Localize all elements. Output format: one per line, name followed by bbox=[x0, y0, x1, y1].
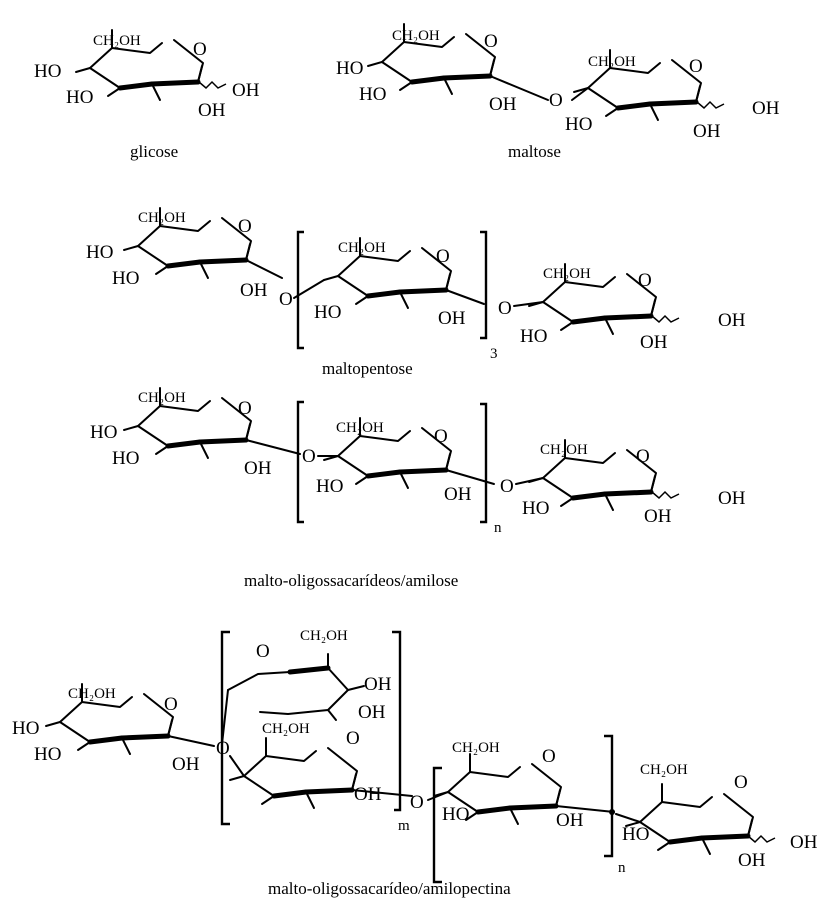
hydroxyl-label: OH bbox=[718, 488, 746, 509]
ch2oh-label: CH₂OH bbox=[93, 33, 141, 49]
glycosidic-oxygen-label: O bbox=[500, 476, 514, 497]
hydroxyl-label: HO bbox=[314, 302, 341, 323]
ring-oxygen-label: O bbox=[689, 56, 703, 77]
glycosidic-oxygen-label: O bbox=[549, 90, 563, 111]
caption-amylose: malto-oligossacarídeos/amilose bbox=[244, 571, 458, 590]
repeat-subscript: m bbox=[398, 818, 410, 834]
hydroxyl-label: OH bbox=[232, 80, 260, 101]
repeat-subscript: n bbox=[494, 520, 502, 536]
hydroxyl-label: OH bbox=[240, 280, 268, 301]
glycosidic-oxygen-label: O bbox=[302, 446, 316, 467]
caption-amylopectin: malto-oligossacarídeo/amilopectina bbox=[268, 879, 511, 898]
ch2oh-label: CH₂OH bbox=[336, 420, 384, 436]
ch2oh-label: CH₂OH bbox=[138, 390, 186, 406]
ring-oxygen-label: O bbox=[542, 746, 556, 767]
hydroxyl-label: OH bbox=[364, 674, 392, 695]
hydroxyl-label: HO bbox=[12, 718, 39, 739]
hydroxyl-label: HO bbox=[34, 744, 61, 765]
ring-oxygen-label: O bbox=[346, 728, 360, 749]
repeat-bracket-right bbox=[480, 402, 488, 524]
ring-oxygen-label: O bbox=[238, 216, 252, 237]
hydroxyl-label: OH bbox=[738, 850, 766, 871]
hydroxyl-label: OH bbox=[444, 484, 472, 505]
ring-oxygen-label: O bbox=[256, 641, 270, 662]
hydroxyl-label: HO bbox=[565, 114, 592, 135]
repeat-subscript: n bbox=[618, 860, 626, 876]
hydroxyl-label: OH bbox=[358, 702, 386, 723]
amylose-structure: CH₂OH O HO HO OH O CH₂OH O HO OH n O CH₂… bbox=[90, 388, 746, 590]
glycosidic-oxygen-label: O bbox=[279, 289, 293, 310]
glycosidic-oxygen-dot bbox=[609, 809, 615, 815]
hydroxyl-label: HO bbox=[112, 448, 139, 469]
repeat-bracket-left bbox=[432, 766, 442, 884]
ring-oxygen-label: O bbox=[436, 246, 450, 267]
ring-oxygen-label: O bbox=[638, 270, 652, 291]
ch2oh-label: CH₂OH bbox=[392, 28, 440, 44]
maltopentose-structure: CH₂OH O HO HO OH O CH₂OH O HO OH 3 O CH₂… bbox=[86, 208, 746, 378]
glycosidic-oxygen-label: O bbox=[498, 298, 512, 319]
ring-oxygen-label: O bbox=[734, 772, 748, 793]
hydroxyl-label: HO bbox=[34, 61, 61, 82]
hydroxyl-label: HO bbox=[66, 87, 93, 108]
hydroxyl-label: OH bbox=[790, 832, 818, 853]
caption-glucose: glicose bbox=[130, 142, 178, 161]
repeat-bracket-left bbox=[296, 400, 304, 524]
hydroxyl-label: HO bbox=[520, 326, 547, 347]
hydroxyl-label: OH bbox=[489, 94, 517, 115]
ring-oxygen-label: O bbox=[193, 39, 207, 60]
hydroxyl-label: HO bbox=[622, 824, 649, 845]
glycosidic-oxygen-label: O bbox=[410, 792, 424, 813]
ring-oxygen-label: O bbox=[434, 426, 448, 447]
repeat-bracket-left bbox=[296, 230, 304, 350]
hydroxyl-label: OH bbox=[198, 100, 226, 121]
hydroxyl-label: HO bbox=[359, 84, 386, 105]
ch2oh-label: CH₂OH bbox=[338, 240, 386, 256]
ch2oh-label: CH₂OH bbox=[543, 266, 591, 282]
hydroxyl-label: OH bbox=[718, 310, 746, 331]
maltose-structure: CH₂OH O HO HO OH O CH₂OH O HO OH OH malt… bbox=[336, 24, 780, 161]
ch2oh-label: CH₂OH bbox=[452, 740, 500, 756]
ch2oh-label: CH₂OH bbox=[138, 210, 186, 226]
hydroxyl-label: HO bbox=[86, 242, 113, 263]
hydroxyl-label: HO bbox=[90, 422, 117, 443]
repeat-bracket-right bbox=[480, 230, 488, 340]
ch2oh-label: CH₂OH bbox=[588, 54, 636, 70]
hydroxyl-label: OH bbox=[438, 308, 466, 329]
ch2oh-label: CH₂OH bbox=[640, 762, 688, 778]
ch2oh-label: CH₂OH bbox=[68, 686, 116, 702]
hydroxyl-label: HO bbox=[316, 476, 343, 497]
repeat-bracket-right bbox=[392, 630, 402, 812]
repeat-subscript: 3 bbox=[490, 346, 498, 362]
hydroxyl-label: OH bbox=[752, 98, 780, 119]
ch2oh-label: CH₂OH bbox=[540, 442, 588, 458]
amylopectin-structure: CH₂OH O HO HO OH O m CH₂OH O OH OH CH₂OH… bbox=[12, 628, 818, 898]
ch2oh-label: CH₂OH bbox=[300, 628, 348, 644]
hydroxyl-label: HO bbox=[522, 498, 549, 519]
ring-oxygen-label: O bbox=[238, 398, 252, 419]
hydroxyl-label: OH bbox=[556, 810, 584, 831]
ring-oxygen-label: O bbox=[484, 31, 498, 52]
repeat-bracket-left bbox=[220, 630, 230, 826]
ring-oxygen-label: O bbox=[164, 694, 178, 715]
hydroxyl-label: HO bbox=[112, 268, 139, 289]
hydroxyl-label: OH bbox=[640, 332, 668, 353]
hydroxyl-label: HO bbox=[336, 58, 363, 79]
ch2oh-label: CH₂OH bbox=[262, 721, 310, 737]
caption-maltopentose: maltopentose bbox=[322, 359, 413, 378]
glucose-structure: CH₂OH O HO HO OH OH glicose bbox=[34, 30, 260, 161]
repeat-bracket-right bbox=[604, 734, 614, 858]
ring-oxygen-label: O bbox=[636, 446, 650, 467]
hydroxyl-label: OH bbox=[244, 458, 272, 479]
hydroxyl-label: HO bbox=[442, 804, 469, 825]
hydroxyl-label: OH bbox=[693, 121, 721, 142]
caption-maltose: maltose bbox=[508, 142, 561, 161]
hydroxyl-label: OH bbox=[172, 754, 200, 775]
hydroxyl-label: OH bbox=[354, 784, 382, 805]
hydroxyl-label: OH bbox=[644, 506, 672, 527]
